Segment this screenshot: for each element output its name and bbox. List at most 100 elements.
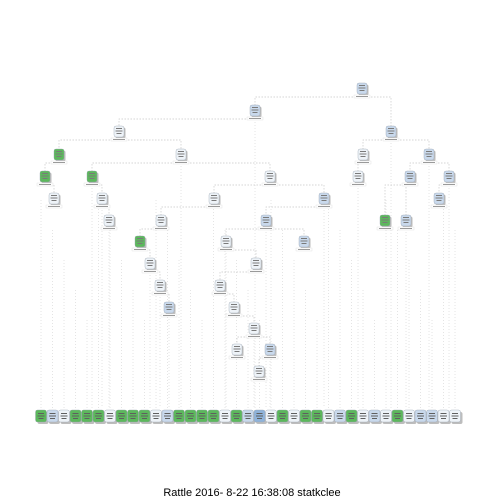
leaf-text [371,415,378,417]
node-text [446,173,452,174]
tree-leaf [345,409,359,424]
node-text [98,197,106,199]
leaf-text [50,418,55,419]
tree-node [50,148,68,165]
node-text [355,173,361,174]
node-text [165,306,173,308]
leaf-text [142,418,147,419]
tree-edge [405,184,410,215]
tree-node [172,148,190,165]
node-text [146,262,154,264]
node-text [321,195,327,196]
node-text [251,325,257,326]
tree-leaf [173,409,187,424]
node-text [445,175,453,177]
tree-leaf [161,409,175,424]
split-label-text [154,293,166,294]
split-label-text [48,206,60,207]
tree-node [247,257,265,274]
tree-edge [160,293,170,302]
node-text [158,222,164,223]
tree-edge [270,184,325,193]
node-text [234,346,240,347]
node-text [56,151,62,152]
tree-node [36,170,54,187]
tree-node [100,214,118,231]
leaf-text [199,418,205,419]
node-text [89,173,95,174]
leaf-text [176,413,182,414]
leaf-text [244,415,252,417]
leaf-text [211,418,216,419]
node-text [177,153,185,155]
leaf-text [118,413,125,414]
leaf-text [428,415,436,417]
node-text [211,195,217,196]
leaf-text [451,415,459,417]
tree-edge [236,336,254,344]
node-text [56,156,62,157]
node-text [231,304,237,305]
tree-edges [40,96,456,408]
node-text [267,178,273,179]
tree-node [83,170,101,187]
tree-node [349,170,367,187]
leaf-text [130,413,136,414]
node-text [436,195,442,196]
node-text [51,195,57,196]
node-text [216,284,224,286]
node-text [262,219,270,221]
node-text [55,153,63,155]
node-text [252,262,260,264]
tree-edge [409,162,429,171]
leaf-text [60,415,68,417]
leaf-text [199,413,205,414]
tree-leaf [81,409,95,424]
node-text [211,200,217,201]
leaf-text [61,418,67,419]
leaf-text [268,418,274,419]
node-text [266,175,274,177]
leaf-text [429,413,435,414]
leaf-text [452,418,458,419]
tree-node [246,104,264,121]
split-label-text [248,336,260,337]
tree-leaf [138,409,152,424]
leaf-text [95,413,102,414]
node-text [388,128,394,129]
leaf-text [72,415,79,417]
tree-node [397,214,415,231]
node-text [252,112,258,113]
tree-edge [258,357,270,366]
node-text [106,222,112,223]
tree-leaf [115,409,129,424]
tree-edge [438,184,449,193]
node-text [360,151,366,152]
tree-leaf [46,409,60,424]
tree-edge [181,162,271,171]
node-text [406,175,414,177]
leaf-text [291,413,297,414]
node-text [251,109,259,111]
node-text [359,90,365,91]
tree-node [110,125,128,142]
tree-node [131,235,149,252]
split-label-text [163,315,175,316]
tree-leaves [35,409,463,424]
node-text [88,175,96,177]
split-label-text [53,162,65,163]
node-text [157,287,163,288]
tree-node [225,301,243,318]
leaf-text [314,413,320,414]
leaf-text [84,413,90,414]
tree-leaf [242,409,256,424]
node-text [105,219,113,221]
tree-node [353,82,371,99]
node-text [253,265,259,266]
node-text [403,222,409,223]
split-label-text [298,249,310,250]
tree-edge [266,228,305,236]
tree-edge [254,96,362,105]
tree-leaf [104,409,118,424]
